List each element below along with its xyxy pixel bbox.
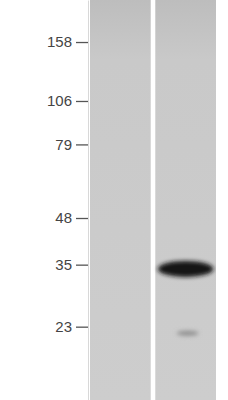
axis-line [88,1,89,400]
y-axis: 158 106 79 48 35 23 [47,1,89,400]
figure: 158 106 79 48 35 23 [0,0,228,400]
tick-mark [76,265,88,266]
tick: 158 [47,33,88,50]
band [158,261,214,277]
tick: 35 [55,256,88,273]
tick-label: 106 [47,92,72,109]
lane [90,0,151,400]
tick-mark [76,327,88,328]
tick-mark [76,218,88,219]
tick-mark [76,42,88,43]
tick-label: 23 [55,318,72,335]
tick: 23 [55,318,88,335]
plot-area [90,0,216,400]
tick-mark [76,101,88,102]
tick-mark [76,144,88,145]
tick-label: 35 [55,256,72,273]
tick: 106 [47,92,88,109]
tick: 79 [55,136,88,153]
tick-label: 48 [55,209,72,226]
tick-label: 158 [47,33,72,50]
tick: 48 [55,209,88,226]
band [177,331,199,336]
lane [155,0,216,400]
tick-label: 79 [55,136,72,153]
